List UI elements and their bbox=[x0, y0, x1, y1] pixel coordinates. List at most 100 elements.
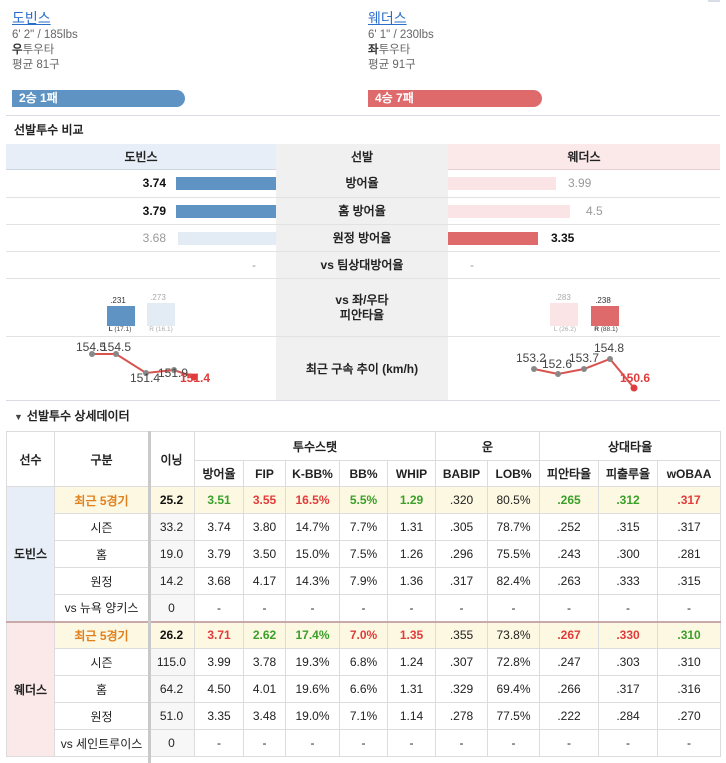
header-col-lob: LOB% bbox=[487, 460, 541, 487]
split-left-R-bar bbox=[147, 303, 175, 326]
stat-cell: 3.78 bbox=[243, 648, 286, 676]
split-right-R-bar bbox=[591, 306, 619, 326]
vs-team-right-value: - bbox=[470, 258, 474, 272]
home-era-left-bar bbox=[176, 205, 276, 218]
stat-cell: 7.1% bbox=[339, 702, 388, 730]
innings-cell: 115.0 bbox=[148, 648, 195, 676]
stat-cell: - bbox=[386, 729, 437, 757]
velocity-label-right-3: 153.7 bbox=[569, 351, 599, 365]
era-label: 방어율 bbox=[276, 170, 448, 197]
velocity-point-left-2 bbox=[113, 351, 119, 357]
compare-head-center: 선발 bbox=[276, 144, 448, 170]
innings-cell: 19.0 bbox=[148, 540, 195, 568]
velocity-label-left-2: 154.5 bbox=[101, 340, 131, 354]
table-row: vs 뉴욕 양키스 0 - - - - - - - - - - bbox=[7, 594, 722, 622]
stat-cell: .281 bbox=[657, 540, 722, 568]
split-right-L-hand: L bbox=[553, 326, 558, 333]
section-title-detail[interactable]: ▼ 선발투수 상세데이터 bbox=[6, 401, 720, 431]
away-era-left-bar bbox=[178, 232, 276, 245]
pitcher-name-link-right[interactable]: 웨더스 bbox=[368, 10, 407, 26]
table-row: 시즌 33.2 3.74 3.80 14.7% 7.7% 1.31 .305 7… bbox=[7, 513, 722, 541]
starter-detail: ▼ 선발투수 상세데이터 선수 구분 이닝 투수스탯 운 상대타율 방어율 FIP… bbox=[6, 400, 722, 763]
era-left-bar bbox=[176, 177, 276, 190]
compare-head-left: 도빈스 bbox=[6, 144, 276, 170]
split-left-L-ip: (17.1) bbox=[114, 326, 132, 333]
compare-row-split: .231 L (17.1) .273 R (16.1) vs 좌/우타 피안타율 … bbox=[6, 279, 720, 337]
stat-cell: .317 bbox=[598, 675, 659, 703]
innings-cell: 0 bbox=[148, 729, 195, 757]
pitcher-body-left: 6' 2" / 185lbs bbox=[12, 29, 78, 41]
stat-cell: - bbox=[487, 594, 541, 622]
stat-cell: 19.3% bbox=[285, 648, 340, 676]
stat-cell: .315 bbox=[598, 513, 659, 541]
category-cell: 홈 bbox=[54, 675, 149, 703]
velocity-point-right-4 bbox=[607, 356, 613, 362]
section-title-compare: 선발투수 비교 bbox=[14, 123, 84, 137]
caret-down-icon: ▼ bbox=[14, 412, 23, 422]
stat-cell: 1.24 bbox=[386, 648, 437, 676]
stat-cell: .263 bbox=[539, 567, 600, 595]
stat-cell: 3.55 bbox=[243, 486, 286, 514]
split-right-L-bar bbox=[550, 303, 578, 326]
stat-cell: .307 bbox=[435, 648, 489, 676]
velocity-chart-right: 153.2 152.6 153.7 154.8 150.6 bbox=[516, 341, 650, 392]
stat-cell: .278 bbox=[435, 702, 489, 730]
stat-cell: 15.0% bbox=[285, 540, 340, 568]
stat-cell: 1.36 bbox=[386, 567, 437, 595]
stat-cell: - bbox=[539, 729, 600, 757]
stat-cell: .329 bbox=[435, 675, 489, 703]
category-cell: 원정 bbox=[54, 567, 149, 595]
velocity-point-left-5 bbox=[190, 373, 198, 381]
stat-cell: 3.68 bbox=[194, 567, 244, 595]
header-col-woba: wOBAA bbox=[657, 460, 722, 487]
stat-cell: .265 bbox=[539, 486, 600, 514]
record-badge-right: 4승 7패 bbox=[368, 90, 542, 107]
stat-cell: - bbox=[487, 729, 541, 757]
header-opp-avg: 상대타율 bbox=[539, 431, 722, 461]
split-label-line2: 피안타율 bbox=[339, 307, 385, 322]
pitcher-hand-right: 좌투우타 bbox=[368, 43, 568, 58]
innings-cell: 64.2 bbox=[148, 675, 195, 703]
header-col-era: 방어율 bbox=[194, 460, 244, 487]
header-col-bb: BB% bbox=[339, 460, 388, 487]
header-col-babip: BABIP bbox=[435, 460, 489, 487]
header-player: 선수 bbox=[6, 431, 55, 487]
split-right-R-value: .238 bbox=[595, 296, 611, 305]
category-cell: 시즌 bbox=[54, 648, 149, 676]
stat-cell: 1.31 bbox=[386, 513, 437, 541]
table-row: 원정 14.2 3.68 4.17 14.3% 7.9% 1.36 .317 8… bbox=[7, 567, 722, 595]
split-left-L-hand: L bbox=[108, 326, 113, 333]
compare-row-velocity: 154.5 154.5 151.4 151.9 151.4 최근 구속 추이 (… bbox=[6, 337, 720, 401]
stat-cell: .355 bbox=[435, 620, 489, 649]
home-era-right-value: 4.5 bbox=[586, 204, 603, 218]
stat-cell: .266 bbox=[539, 675, 600, 703]
stat-cell: 3.50 bbox=[243, 540, 286, 568]
split-right-R-ip: (88.1) bbox=[600, 326, 618, 333]
pitcher-name-link-left[interactable]: 도빈스 bbox=[12, 10, 51, 26]
hand-bold-left: 우 bbox=[12, 44, 23, 56]
velocity-point-left-4 bbox=[171, 367, 177, 373]
split-right-L-ip: (26.2) bbox=[559, 326, 577, 333]
stat-cell: - bbox=[386, 594, 437, 622]
velocity-point-right-2 bbox=[555, 371, 561, 377]
velocity-label-left-4: 151.9 bbox=[158, 366, 188, 380]
era-right-bar bbox=[448, 177, 556, 190]
stat-cell: .247 bbox=[539, 648, 600, 676]
split-left-L-bar bbox=[107, 306, 135, 326]
stat-cell: .305 bbox=[435, 513, 489, 541]
stat-cell: 5.5% bbox=[339, 486, 388, 514]
era-left-value: 3.74 bbox=[142, 176, 166, 190]
stat-cell: .303 bbox=[598, 648, 659, 676]
away-era-label: 원정 방어율 bbox=[276, 225, 448, 251]
velocity-label-right-5: 150.6 bbox=[620, 371, 650, 385]
stat-cell: - bbox=[539, 594, 600, 622]
velocity-point-left-1 bbox=[89, 351, 95, 357]
header-col-whip: WHIP bbox=[386, 460, 437, 487]
header-pitching-stats: 투수스탯 bbox=[193, 431, 437, 461]
stat-cell: 3.48 bbox=[243, 702, 286, 730]
compare-header: 도빈스 선발 웨더스 bbox=[6, 144, 720, 170]
velocity-point-right-3 bbox=[581, 366, 587, 372]
pitcher-avg-right: 평균 91구 bbox=[368, 59, 416, 71]
stat-cell: .243 bbox=[539, 540, 600, 568]
split-right-R-label: R (88.1) bbox=[586, 326, 626, 333]
